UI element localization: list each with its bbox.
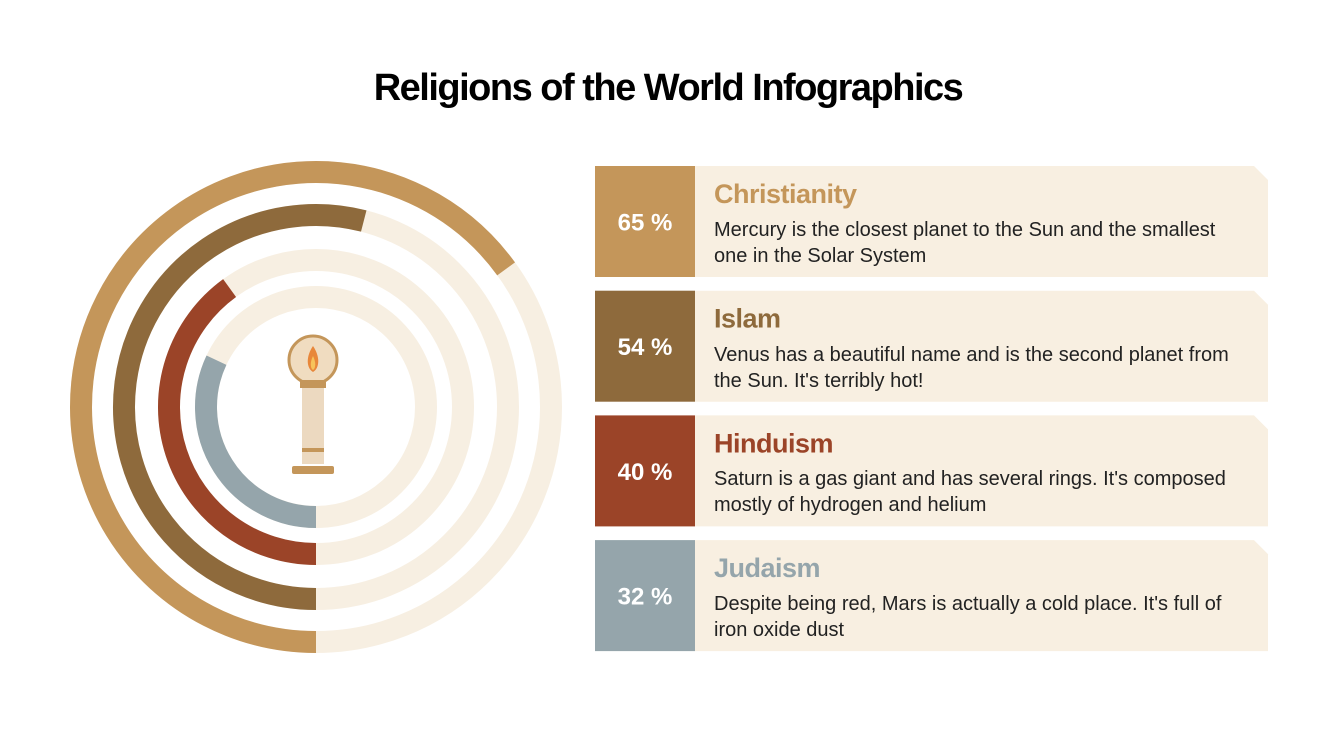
chart-title: Religions of the World Infographics [374, 67, 963, 109]
category-name: Islam [714, 304, 781, 334]
category-name: Christianity [714, 179, 857, 209]
ring-arc [158, 279, 317, 565]
text-panel [695, 166, 1268, 277]
text-panel [695, 290, 1268, 402]
description: Saturn is a gas giant and has several ri… [714, 468, 1226, 517]
text-panel [695, 540, 1268, 652]
value-label: 54 % [618, 334, 673, 361]
category-name: Hinduism [714, 428, 833, 458]
value-box [595, 540, 695, 652]
text-panel [695, 415, 1268, 527]
category-name: Judaism [714, 553, 820, 583]
ring-arc [113, 204, 367, 610]
description: Mercury is the closest planet to the Sun… [714, 219, 1216, 267]
ring-arc [70, 161, 516, 653]
value-label: 40 % [618, 459, 673, 486]
description: Venus has a beautiful name and is the se… [714, 343, 1229, 392]
candle-icon [287, 334, 339, 474]
value-label: 32 % [618, 584, 673, 611]
value-label: 65 % [618, 210, 673, 237]
value-box [595, 166, 695, 277]
value-box [595, 290, 695, 402]
description: Despite being red, Mars is actually a co… [714, 593, 1222, 642]
value-box [595, 415, 695, 527]
ring-arc [195, 355, 317, 528]
